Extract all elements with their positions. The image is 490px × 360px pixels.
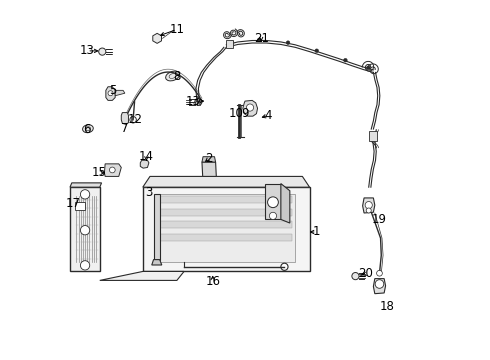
Text: 2: 2 [205,152,213,165]
Circle shape [367,66,370,69]
Circle shape [352,273,359,280]
Text: 8: 8 [173,69,180,82]
Text: 14: 14 [139,150,154,163]
Polygon shape [158,221,292,228]
Circle shape [268,197,278,208]
Circle shape [246,104,254,111]
Polygon shape [140,160,149,168]
Polygon shape [152,260,162,265]
Circle shape [286,41,290,44]
Polygon shape [115,90,125,96]
Circle shape [375,280,384,288]
Circle shape [80,261,90,270]
Polygon shape [122,113,128,125]
Polygon shape [106,87,115,100]
Polygon shape [158,209,292,216]
Text: 18: 18 [379,300,394,313]
Text: 13: 13 [186,95,200,108]
Polygon shape [243,100,258,116]
Circle shape [230,41,234,44]
Circle shape [281,263,288,270]
Text: 20: 20 [358,267,373,280]
Circle shape [98,48,106,55]
Polygon shape [153,194,160,260]
Text: 9: 9 [241,107,249,120]
Text: 12: 12 [128,113,143,126]
Circle shape [343,58,347,62]
Polygon shape [70,183,101,187]
Polygon shape [155,194,295,262]
Polygon shape [143,176,310,187]
Polygon shape [158,234,292,241]
Circle shape [195,98,202,105]
Bar [368,131,377,140]
Text: 19: 19 [372,213,387,226]
Circle shape [258,38,261,41]
Bar [226,40,233,48]
Circle shape [315,49,318,53]
Ellipse shape [166,71,179,81]
Circle shape [109,167,115,173]
Text: 11: 11 [170,23,184,36]
Polygon shape [373,279,386,294]
Polygon shape [202,157,216,162]
Polygon shape [265,184,281,220]
Polygon shape [281,184,290,223]
Circle shape [270,212,276,220]
Polygon shape [158,196,292,203]
Bar [74,202,85,211]
Polygon shape [104,164,122,176]
Circle shape [377,270,382,276]
Text: 21: 21 [254,32,269,45]
Polygon shape [100,271,184,280]
Text: 10: 10 [229,107,244,120]
Polygon shape [143,187,310,271]
Text: 3: 3 [145,186,152,199]
Text: 5: 5 [109,84,116,97]
Polygon shape [202,162,216,176]
Ellipse shape [83,125,93,133]
Text: 4: 4 [265,109,272,122]
Text: 7: 7 [121,122,128,135]
Circle shape [108,91,113,96]
Polygon shape [70,187,100,271]
Text: 16: 16 [205,275,220,288]
Text: 1: 1 [313,225,320,238]
Polygon shape [153,33,162,43]
Circle shape [365,202,372,209]
Circle shape [80,226,90,235]
Circle shape [366,208,371,213]
Text: 6: 6 [83,123,91,136]
Polygon shape [363,198,375,213]
Text: 13: 13 [80,44,95,57]
Circle shape [80,190,90,199]
Text: 15: 15 [91,166,106,179]
Text: 17: 17 [66,197,81,210]
